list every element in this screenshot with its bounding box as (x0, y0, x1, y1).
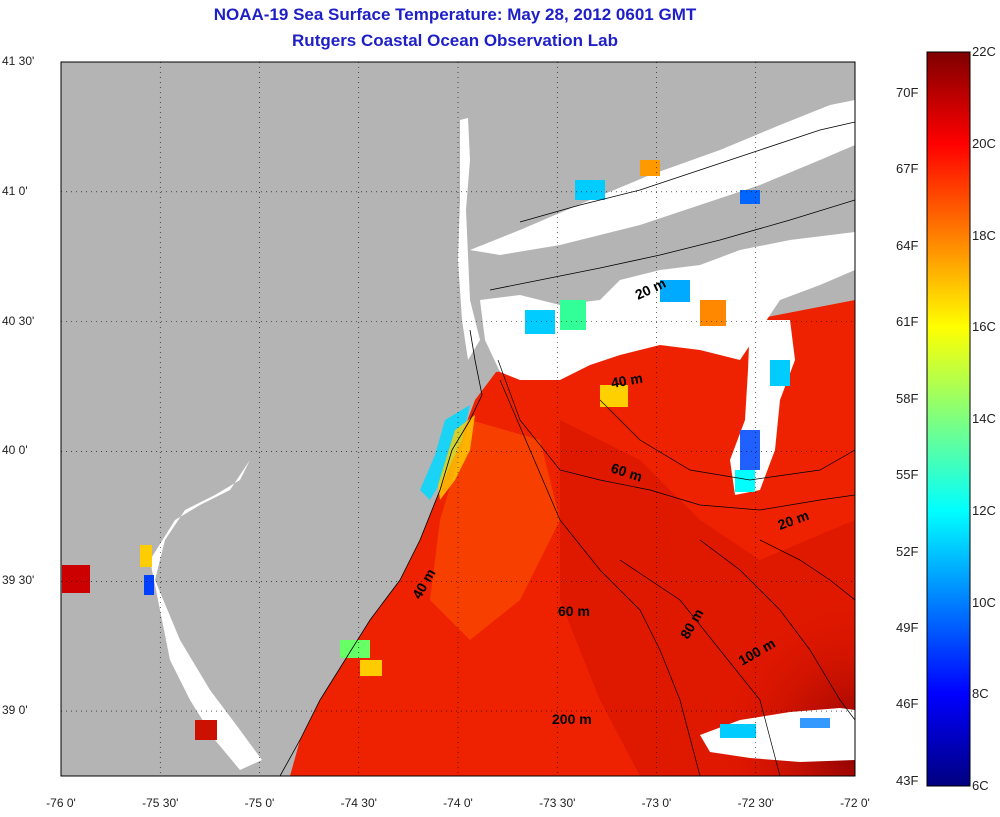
colorbar-fahrenheit-tick: 67F (896, 161, 919, 177)
colorbar-fahrenheit-tick: 46F (896, 696, 919, 712)
lon-tick-label: -75 30' (142, 796, 179, 810)
lon-tick-label: -76 0' (46, 796, 76, 810)
delaware-bay-nodata (150, 460, 262, 770)
colorbar-celsius-tick: 18C (972, 227, 996, 243)
isobaths (497, 359, 855, 776)
lat-tick-label: 39 0' (2, 703, 28, 718)
lon-tick-label: -75 0' (244, 796, 275, 810)
lon-tick-label: -73 30' (539, 796, 576, 810)
colorbar-celsius-tick: 20C (972, 135, 996, 151)
colorbar-celsius-tick: 12C (972, 502, 996, 518)
cloud-ny-bight (480, 232, 855, 380)
coastline (279, 329, 483, 776)
lon-tick-label: -72 0' (840, 796, 870, 810)
transition-band (438, 415, 475, 500)
lat-tick-label: 41 0' (2, 183, 28, 198)
colorbar-fahrenheit-tick: 52F (896, 543, 919, 559)
colorbar-fahrenheit-tick: 70F (896, 84, 919, 100)
colorbar-fahrenheit-tick: 58F (896, 390, 919, 406)
colorbar-fahrenheit-tick: 61F (896, 314, 919, 330)
isobath-label: 200 m (552, 711, 592, 727)
map-subtitle: Rutgers Coastal Ocean Observation Lab (292, 31, 618, 50)
colorbar-celsius-tick: 8C (972, 686, 989, 702)
colorbar-celsius-tick: 6C (972, 778, 989, 793)
lat-tick-label: 40 0' (2, 443, 28, 458)
lon-tick-label: -74 0' (443, 796, 473, 810)
lon-tick-label: -72 30' (737, 796, 774, 810)
colorbar-fahrenheit-tick: 49F (896, 619, 919, 635)
colorbar-fahrenheit-tick: 43F (896, 772, 919, 788)
long-island-north-coast (519, 121, 855, 223)
lon-tick-label: -74 30' (340, 796, 377, 810)
long-island-coast (489, 199, 855, 291)
isobath-label: 40 m (610, 370, 644, 391)
colorbar-celsius-tick: 10C (972, 594, 996, 610)
lat-tick-label: 41 30' (2, 54, 35, 68)
colorbar-fahrenheit-tick: 64F (896, 237, 919, 253)
lat-tick-label: 40 30' (2, 313, 35, 328)
colorbar (926, 51, 971, 787)
grid-lines (60, 61, 856, 776)
nj-inland-nodata (458, 118, 480, 360)
ocean-sst-shelf (430, 420, 560, 640)
lat-tick-label: 39 30' (2, 573, 35, 588)
isobath-label: 60 m (558, 603, 590, 619)
colorbar-celsius-tick: 22C (972, 44, 996, 59)
cloud-long-island-sound (470, 100, 855, 255)
cold-patches (62, 160, 830, 740)
lon-tick-label: -73 0' (641, 796, 672, 810)
colorbar-fahrenheit-tick: 55F (896, 467, 919, 483)
map-title: NOAA-19 Sea Surface Temperature: May 28,… (213, 5, 697, 24)
colorbar-celsius-tick: 14C (972, 411, 996, 426)
colorbar-celsius-tick: 16C (972, 319, 996, 335)
